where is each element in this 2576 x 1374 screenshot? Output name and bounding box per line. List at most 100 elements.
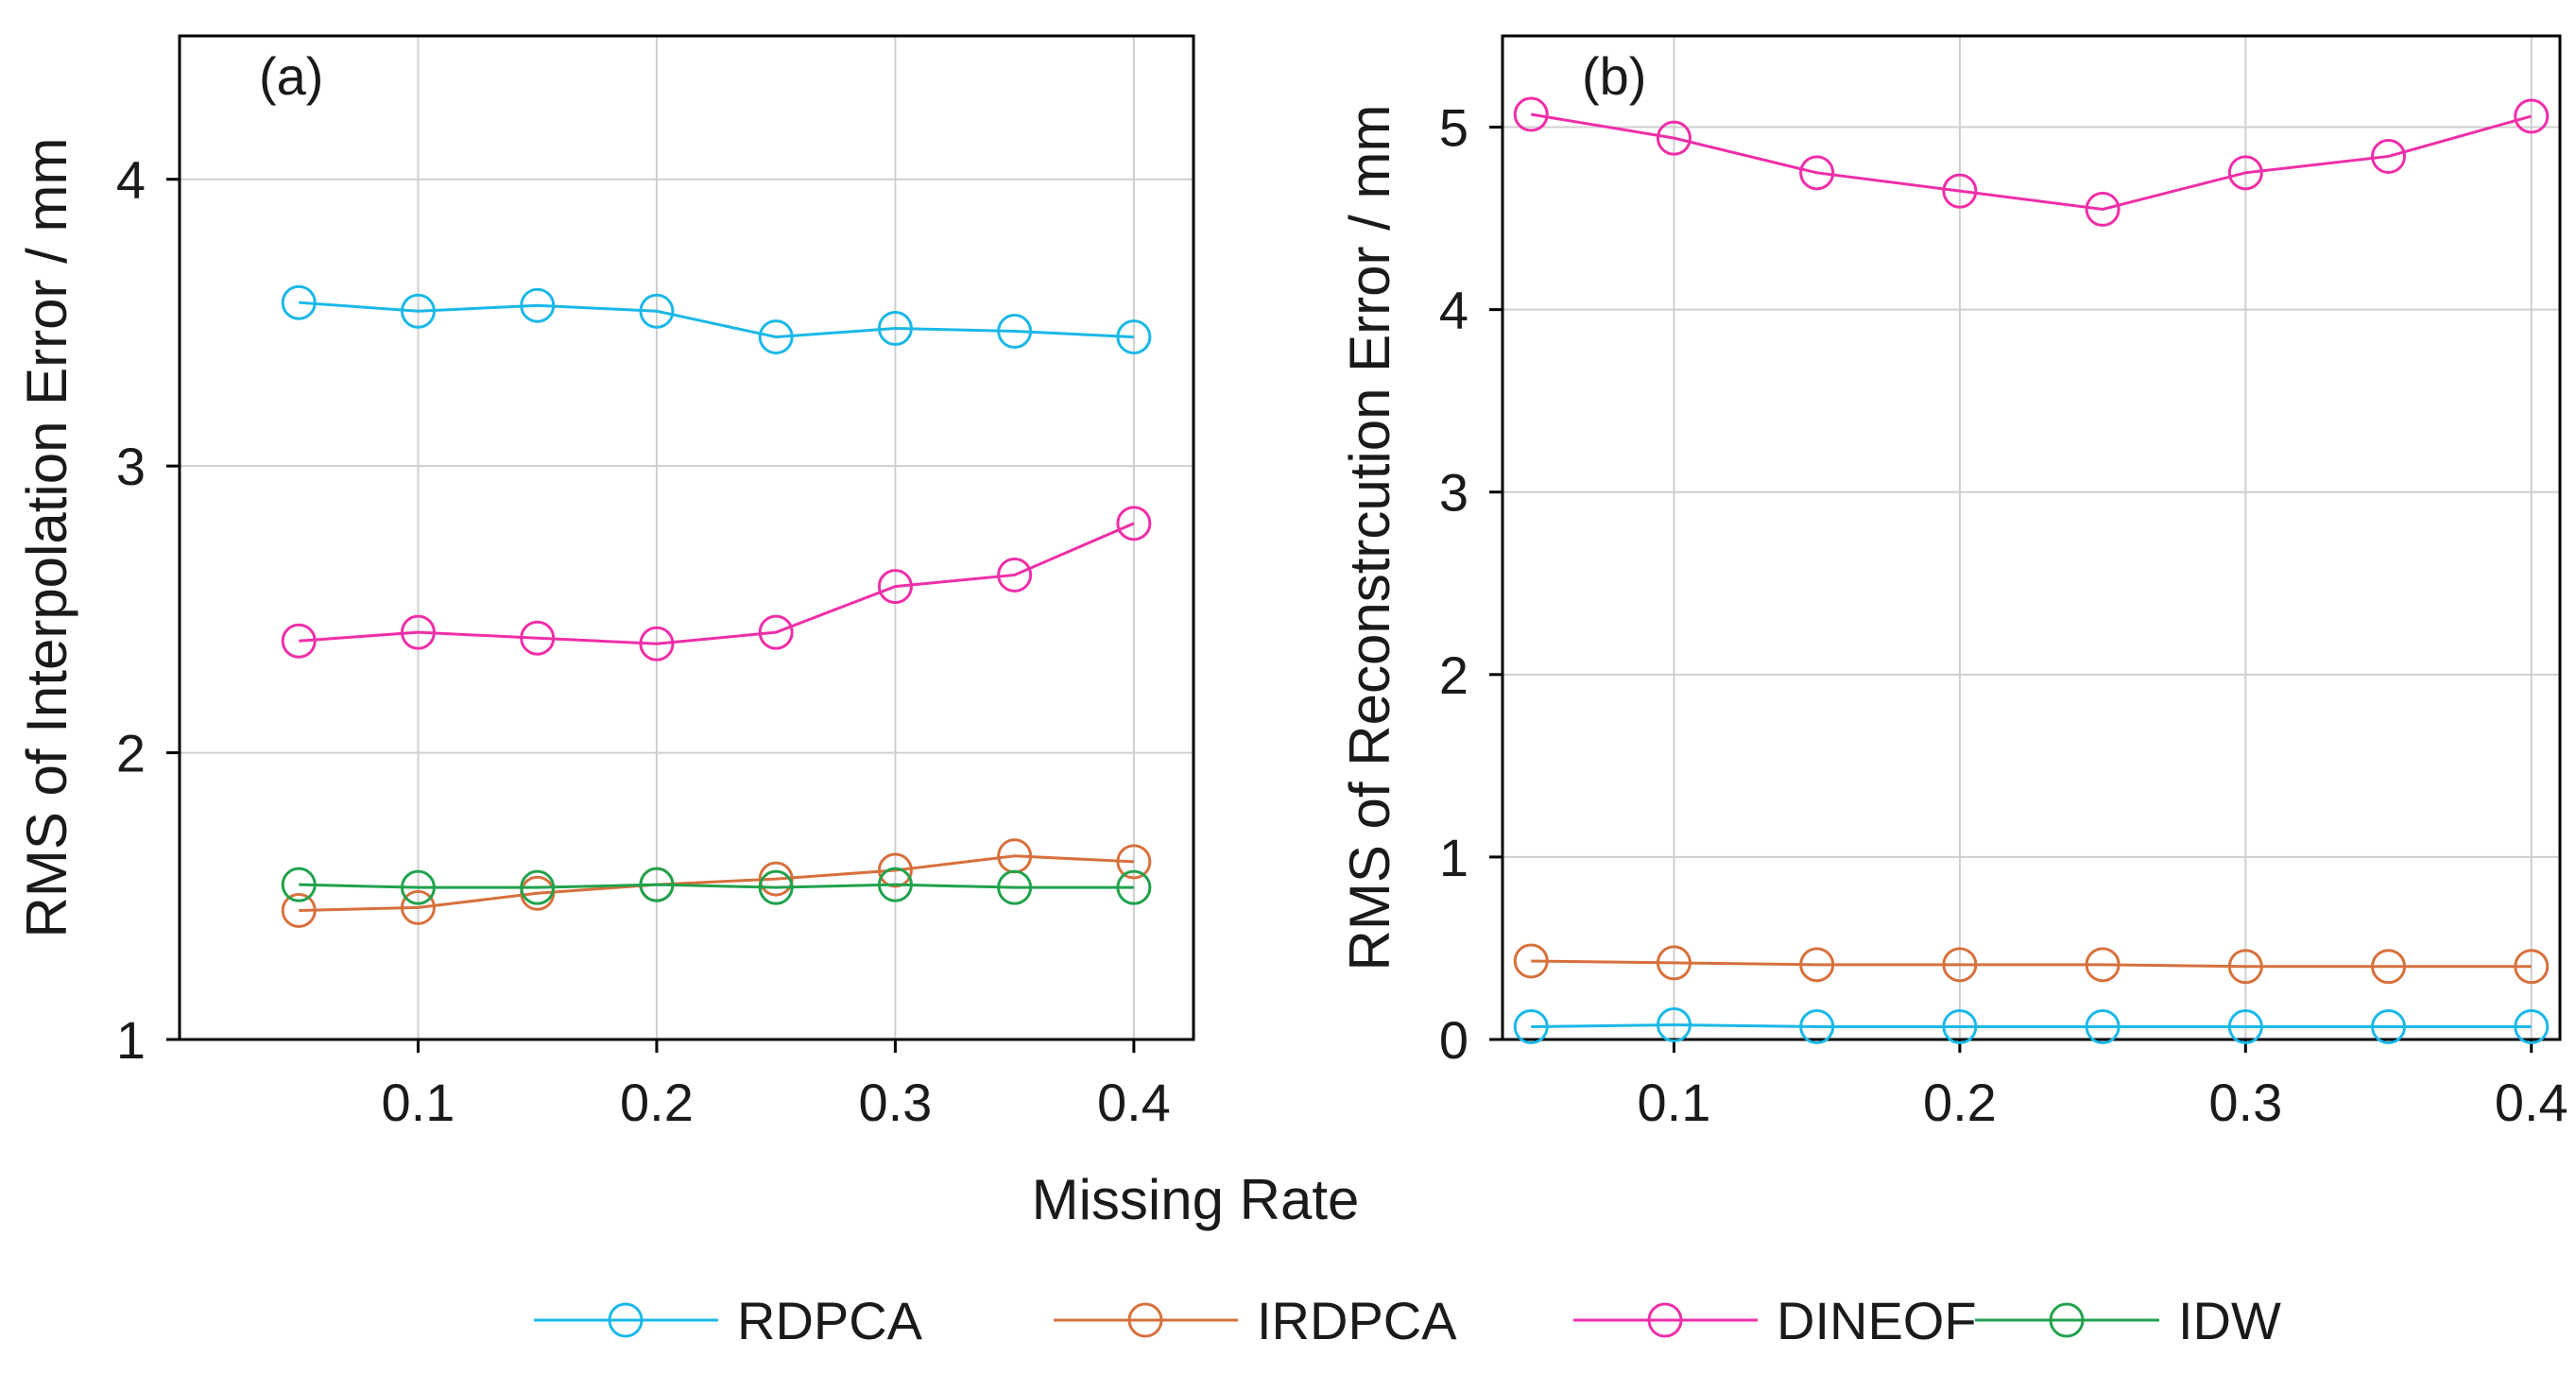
p2-panel-label: (b) [1582, 46, 1646, 106]
p2-plot-frame [1501, 34, 2562, 1041]
p2-y-tick-label-3: 3 [1439, 463, 1468, 523]
p1-point-dineof-4 [758, 614, 794, 650]
legend-item-idw: IDW [1975, 1291, 2281, 1350]
p1-series-idw [281, 867, 1152, 905]
p2-point-rdpca-5 [2227, 1008, 2263, 1044]
legend-marker-idw [2049, 1302, 2085, 1338]
p1-y-tick-label-3: 3 [116, 437, 146, 496]
p1-point-rdpca-7 [1116, 319, 1152, 355]
panel-a: 0.1 0.2 0.3 0.4 1 2 3 4 RMS of Interpolation Err… [15, 34, 1359, 1231]
p2-point-rdpca-6 [2371, 1008, 2407, 1044]
legend-label-rdpca: RDPCA [737, 1291, 923, 1350]
legend-marker-irdpca [1127, 1302, 1163, 1338]
p2-point-irdpca-0 [1513, 943, 1549, 979]
p2-y-axis-title: RMS of Reconstrcution Error / mm [1338, 105, 1401, 971]
p2-line-dineof [1530, 112, 2533, 211]
p2-x-tick-label-0-4: 0.4 [2495, 1073, 2568, 1132]
p2-point-irdpca-6 [2371, 949, 2407, 985]
p1-point-rdpca-3 [639, 293, 675, 329]
p1-point-idw-6 [997, 869, 1033, 905]
p2-y-tick-label-1: 1 [1439, 828, 1468, 887]
legend-label-dineof: DINEOF [1777, 1291, 1977, 1350]
p1-point-irdpca-1 [400, 889, 436, 925]
p1-point-irdpca-4 [758, 861, 794, 897]
p1-point-rdpca-0 [281, 284, 317, 320]
p1-point-idw-0 [281, 867, 317, 902]
legend-marker-dineof [1647, 1302, 1683, 1338]
p1-x-tick-label-0-3: 0.3 [858, 1073, 932, 1132]
p1-point-rdpca-4 [758, 319, 794, 355]
p1-point-rdpca-6 [997, 314, 1033, 350]
p1-point-idw-3 [639, 867, 675, 902]
p1-point-dineof-1 [400, 614, 436, 650]
p2-point-irdpca-4 [2085, 947, 2121, 983]
p1-point-irdpca-5 [877, 852, 913, 888]
legend: RDPCA IRDPCA DINEOF IDW [534, 1291, 2281, 1350]
p1-line-irdpca [299, 854, 1134, 912]
p2-point-rdpca-7 [2514, 1008, 2550, 1044]
p1-series-irdpca [281, 838, 1152, 928]
panel-b: 0.1 0.2 0.3 0.4 0 1 2 3 4 5 RMS of Reconstrcution … [1338, 34, 2568, 1132]
p2-series-dineof [1513, 96, 2550, 227]
p2-point-dineof-4 [2085, 191, 2121, 227]
p1-point-rdpca-5 [877, 310, 913, 346]
p2-point-rdpca-0 [1513, 1008, 1549, 1044]
p2-line-irdpca [1531, 959, 2532, 969]
p1-series-dineof [281, 506, 1152, 661]
p2-point-rdpca-3 [1942, 1008, 1978, 1044]
p2-point-rdpca-4 [2085, 1008, 2121, 1044]
legend-item-dineof: DINEOF [1573, 1291, 1977, 1350]
p1-line-dineof [299, 522, 1135, 645]
p1-point-rdpca-2 [520, 287, 556, 323]
legend-item-rdpca: RDPCA [534, 1291, 923, 1350]
p2-point-dineof-3 [1942, 173, 1978, 209]
p1-point-idw-5 [877, 867, 913, 902]
p1-point-idw-1 [400, 869, 436, 905]
p1-point-dineof-5 [877, 569, 913, 605]
p1-line-rdpca [299, 301, 1134, 339]
p2-point-dineof-6 [2371, 138, 2407, 174]
legend-label-idw: IDW [2178, 1291, 2281, 1350]
p2-y-tick-label-0: 0 [1439, 1010, 1468, 1070]
p2-point-irdpca-3 [1942, 947, 1978, 983]
p2-point-irdpca-2 [1799, 947, 1835, 983]
p2-point-dineof-1 [1656, 120, 1692, 156]
p1-point-irdpca-0 [281, 892, 317, 928]
p2-point-dineof-7 [2514, 98, 2550, 134]
p1-y-tick-label-2: 2 [116, 724, 146, 783]
p2-point-rdpca-1 [1656, 1007, 1692, 1043]
p1-y-tick-label-4: 4 [116, 150, 146, 210]
p2-point-dineof-0 [1513, 96, 1549, 132]
p1-point-idw-4 [758, 869, 794, 905]
p1-x-tick-label-0-1: 0.1 [382, 1073, 455, 1132]
p1-point-irdpca-7 [1116, 844, 1152, 880]
p1-panel-label: (a) [259, 46, 323, 106]
p2-x-tick-label-0-1: 0.1 [1638, 1073, 1711, 1132]
p2-point-dineof-5 [2227, 155, 2263, 191]
p2-point-rdpca-2 [1799, 1008, 1835, 1044]
p1-point-dineof-6 [997, 557, 1033, 593]
p2-point-irdpca-7 [2514, 949, 2550, 985]
p2-series-rdpca [1513, 1007, 2550, 1044]
p2-point-dineof-2 [1799, 155, 1835, 191]
p1-point-idw-7 [1116, 869, 1152, 905]
p1-x-tick-label-0-2: 0.2 [620, 1073, 694, 1132]
p1-point-dineof-7 [1116, 506, 1152, 541]
p1-line-idw [299, 883, 1134, 889]
p2-x-tick-label-0-3: 0.3 [2208, 1073, 2282, 1132]
p1-point-rdpca-1 [400, 293, 436, 329]
p1-series-rdpca [281, 284, 1152, 355]
p1-plot-frame [178, 34, 1195, 1041]
p1-point-dineof-0 [281, 623, 317, 659]
p2-point-irdpca-5 [2227, 949, 2263, 985]
p2-line-rdpca [1531, 1023, 2532, 1028]
p2-y-tick-label-5: 5 [1439, 98, 1468, 158]
p1-point-dineof-3 [639, 626, 675, 661]
p1-y-axis-title: RMS of Interpolation Error / mm [15, 138, 78, 938]
p2-point-irdpca-1 [1656, 945, 1692, 981]
p1-point-idw-2 [520, 869, 556, 905]
p2-series-irdpca [1513, 943, 2550, 985]
legend-item-irdpca: IRDPCA [1054, 1291, 1457, 1350]
legend-marker-rdpca [608, 1302, 644, 1338]
p1-x-tick-label-0-4: 0.4 [1097, 1073, 1171, 1132]
